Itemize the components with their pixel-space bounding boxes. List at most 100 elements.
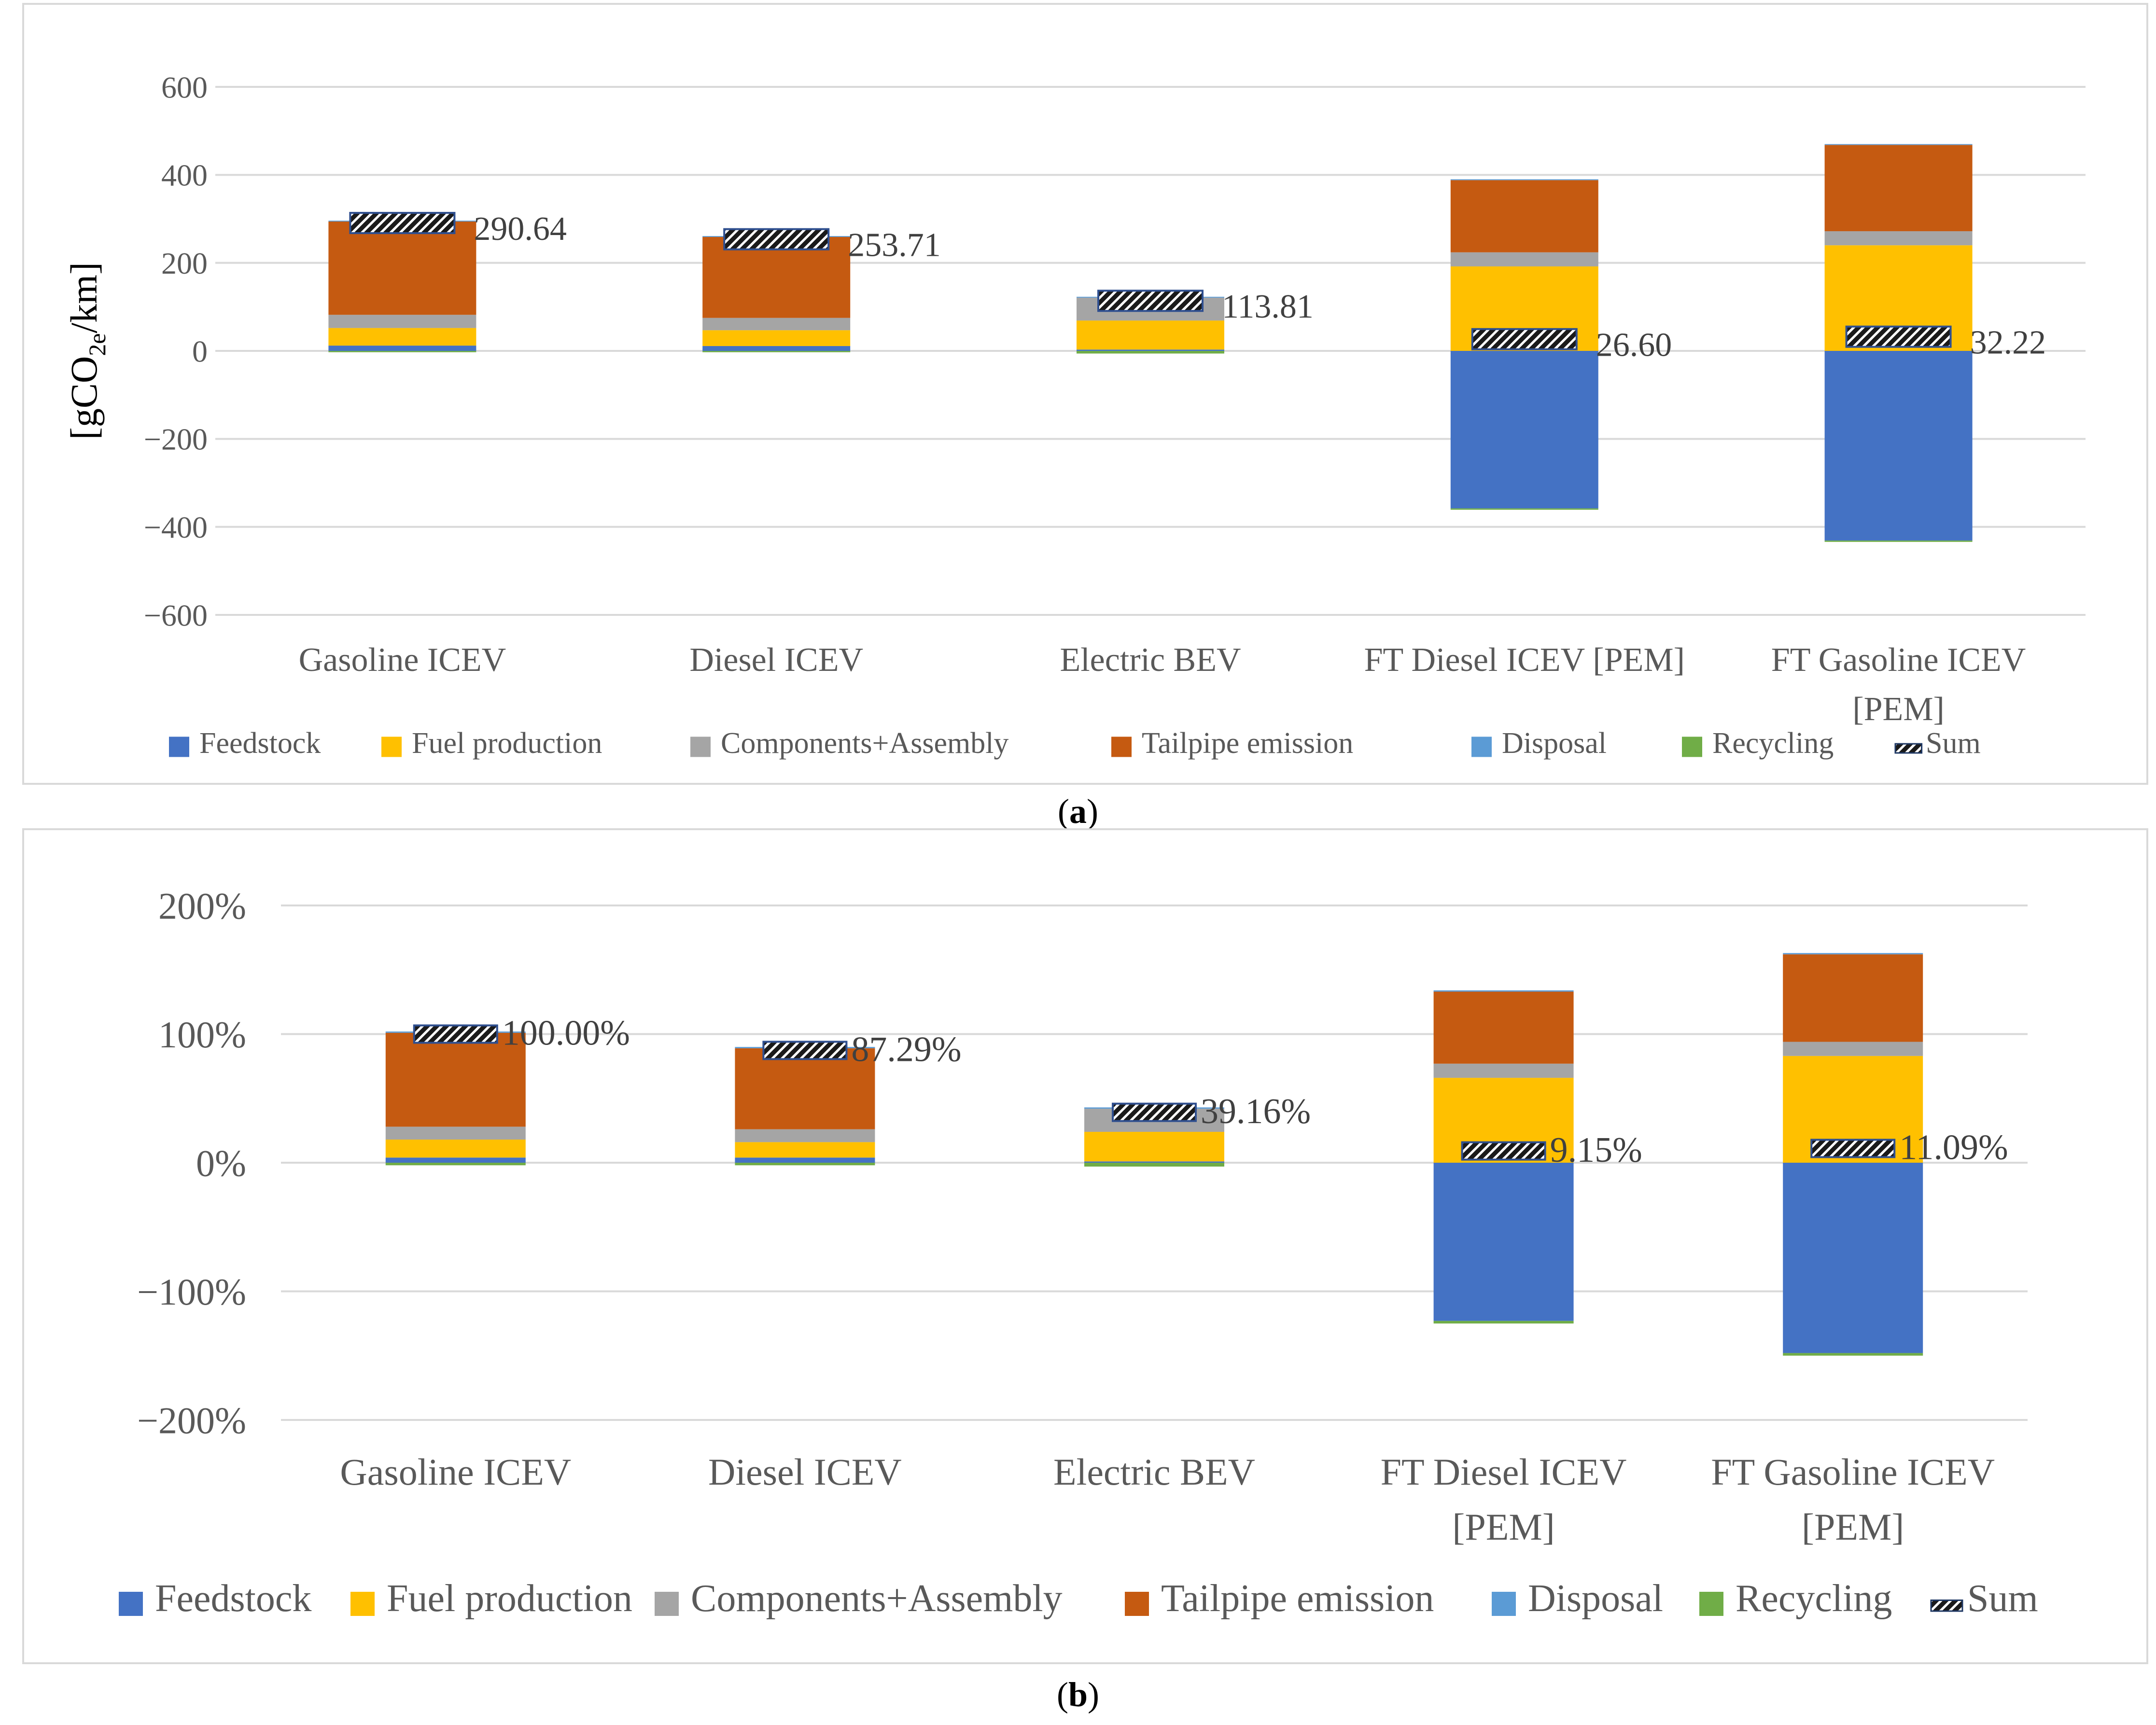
bar-segment-components-assembly <box>1450 252 1598 266</box>
bar-segment-tailpipe-emission <box>1783 954 1923 1042</box>
bar-segment-disposal <box>1783 953 1923 955</box>
bar-segment-feedstock <box>1824 351 1973 541</box>
bar-segment-fuel-production <box>735 1142 875 1158</box>
sum-data-label: 26.60 <box>1596 327 1672 364</box>
y-tick-label: −200% <box>137 1399 246 1441</box>
category-label: FT Diesel ICEV <box>1381 1451 1627 1493</box>
y-tick-label: −200 <box>144 422 208 457</box>
bar-segment-components-assembly <box>702 318 851 331</box>
bar-segment-disposal <box>1433 990 1574 992</box>
sum-marker <box>1112 1102 1197 1122</box>
caption-a-letter: a <box>1069 792 1087 831</box>
legend-swatch-fuel-production <box>350 1592 375 1616</box>
bar-segment-feedstock <box>328 346 476 351</box>
bar-segment-components-assembly <box>1783 1042 1923 1056</box>
bar-segment-recycling <box>1433 1321 1574 1324</box>
category-label: [PEM] <box>1852 691 1945 728</box>
sum-marker <box>762 1041 848 1060</box>
bar-segment-tailpipe-emission <box>1433 991 1574 1064</box>
sum-marker <box>1097 290 1204 312</box>
legend-label: Fuel production <box>387 1577 632 1620</box>
y-tick-label: −100% <box>137 1271 246 1313</box>
sum-marker <box>413 1024 498 1044</box>
bar-segment-recycling <box>1084 1163 1224 1167</box>
legend-swatch-sum <box>1930 1600 1963 1612</box>
bar-segment-fuel-production <box>385 1140 526 1158</box>
legend-swatch-recycling <box>1699 1592 1723 1616</box>
sum-data-label: 100.00% <box>502 1014 630 1053</box>
legend-swatch-components-assembly <box>690 737 711 757</box>
bar-segment-recycling <box>1824 540 1973 542</box>
sum-marker <box>1845 325 1952 348</box>
bar-segment-recycling <box>735 1163 875 1166</box>
category-label: FT Diesel ICEV [PEM] <box>1364 641 1685 679</box>
y-tick-label: −600 <box>144 598 208 632</box>
legend-swatch-tailpipe-emission <box>1125 1592 1149 1616</box>
legend-label: Components+Assembly <box>721 727 1008 760</box>
legend-swatch-components-assembly <box>655 1592 679 1616</box>
bar-segment-feedstock <box>1077 349 1224 351</box>
sum-data-label: 87.29% <box>851 1030 961 1070</box>
legend-label: Disposal <box>1502 727 1607 760</box>
sum-data-label: 32.22 <box>1970 324 2046 362</box>
bar-segment-components-assembly <box>1824 231 1973 246</box>
legend-label: Sum <box>1967 1577 2038 1620</box>
caption-b: (b) <box>1056 1675 1099 1714</box>
y-tick-label: 0% <box>196 1142 246 1184</box>
bar-segment-recycling <box>385 1163 526 1166</box>
bar-segment-tailpipe-emission <box>702 236 851 318</box>
bar-segment-fuel-production <box>1077 320 1224 350</box>
category-label: Gasoline ICEV <box>340 1451 571 1493</box>
bar-segment-tailpipe-emission <box>735 1048 875 1129</box>
legend-label: Sum <box>1926 727 1981 760</box>
bar-segment-feedstock <box>702 346 851 351</box>
bar-segment-recycling <box>1450 508 1598 510</box>
legend-swatch-disposal <box>1471 737 1492 757</box>
y-tick-label: 0 <box>192 334 208 368</box>
y-tick-label: −400 <box>144 510 208 544</box>
category-label: [PEM] <box>1802 1506 1904 1548</box>
category-label: Diesel ICEV <box>708 1451 902 1493</box>
sum-data-label: 290.64 <box>474 210 567 248</box>
bar-segment-feedstock <box>1433 1163 1574 1321</box>
legend-label: Fuel production <box>412 727 602 760</box>
sum-marker <box>723 228 830 250</box>
bar-segment-components-assembly <box>1433 1063 1574 1078</box>
category-label: Gasoline ICEV <box>299 641 506 679</box>
chart-panel-a: 600 400 200 0 −200 −400 −600 [gCO2e/km] 290.64 Ga… <box>22 3 2148 785</box>
category-label: FT Gasoline ICEV <box>1711 1451 1995 1493</box>
bar-segment-fuel-production <box>328 328 476 346</box>
legend-swatch-feedstock <box>169 737 189 757</box>
category-label: Electric BEV <box>1060 641 1241 679</box>
bar-segment-disposal <box>1824 144 1973 145</box>
caption-a: (a) <box>1058 792 1098 831</box>
bar-segment-fuel-production <box>702 330 851 346</box>
bar-segment-feedstock <box>1084 1161 1224 1163</box>
y-tick-label: 100% <box>158 1014 246 1056</box>
legend-swatch-tailpipe-emission <box>1111 737 1132 757</box>
bar-segment-feedstock <box>385 1157 526 1163</box>
legend-label: Tailpipe emission <box>1161 1577 1434 1620</box>
sum-data-label: 11.09% <box>1899 1128 2008 1168</box>
category-label: FT Gasoline ICEV <box>1771 641 2026 679</box>
y-axis-label: [gCO2e/km] <box>63 262 111 440</box>
sum-marker <box>349 212 456 235</box>
legend-label: Tailpipe emission <box>1142 727 1353 760</box>
sum-marker <box>1461 1141 1546 1161</box>
sum-marker <box>1810 1139 1896 1158</box>
legend-label: Recycling <box>1736 1577 1892 1620</box>
legend-label: Recycling <box>1712 727 1834 760</box>
y-tick-label: 600 <box>161 70 208 104</box>
category-label: Electric BEV <box>1053 1451 1255 1493</box>
bar-segment-components-assembly <box>328 315 476 328</box>
chart-a-canvas: 600 400 200 0 −200 −400 −600 [gCO2e/km] 290.64 Ga… <box>63 70 2086 760</box>
sum-marker <box>1471 328 1578 350</box>
legend-label: Components+Assembly <box>691 1577 1063 1620</box>
legend-swatch-recycling <box>1682 737 1702 757</box>
legend-label: Feedstock <box>155 1577 311 1620</box>
bar-segment-feedstock <box>1450 351 1598 509</box>
sum-data-label: 253.71 <box>848 227 941 264</box>
caption-b-letter: b <box>1068 1675 1088 1714</box>
legend-label: Disposal <box>1528 1577 1663 1620</box>
bar-segment-tailpipe-emission <box>1824 145 1973 232</box>
